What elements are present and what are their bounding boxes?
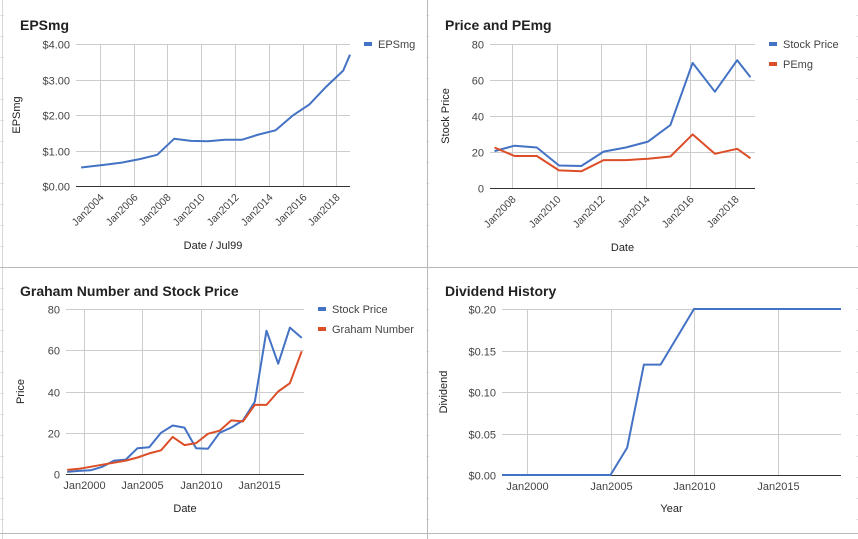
x-tick-label: Jan2005 bbox=[121, 480, 163, 492]
y-tick-label: $3.00 bbox=[42, 76, 70, 88]
y-axis-title: Stock Price bbox=[440, 88, 452, 144]
x-tick-label: Jan2000 bbox=[63, 480, 105, 492]
legend-swatch bbox=[364, 42, 372, 46]
dividend-chart-canvas: $0.00 $0.05 $0.10 $0.15 $0.20 Jan2000 Jan2005 J… bbox=[438, 305, 841, 515]
dividend-chart-title: Dividend History bbox=[445, 283, 557, 299]
eps-chart-title: EPSmg bbox=[20, 17, 70, 33]
y-tick-label: $2.00 bbox=[42, 111, 70, 123]
x-tick-label: Jan2010 bbox=[180, 480, 222, 492]
legend-swatch bbox=[769, 62, 777, 66]
series-line-stock-price bbox=[67, 326, 303, 473]
y-axis-title: Dividend bbox=[438, 371, 450, 414]
x-tick-label: Jan2016 bbox=[273, 192, 310, 229]
legend-swatch bbox=[769, 42, 777, 46]
graham-chart-panel[interactable]: Graham Number and Stock Price 0 20 40 60 80 J… bbox=[4, 269, 426, 532]
x-tick-label: Jan2015 bbox=[238, 480, 280, 492]
x-tick-label: Jan2018 bbox=[306, 192, 343, 229]
x-tick-label: Jan2005 bbox=[590, 481, 632, 493]
y-tick-label: $0.10 bbox=[468, 388, 496, 400]
series-line-epsmg bbox=[80, 54, 351, 169]
y-tick-label: 40 bbox=[472, 112, 484, 124]
y-tick-label: $0.20 bbox=[468, 305, 496, 317]
x-axis-title: Date / Jul99 bbox=[184, 240, 243, 252]
x-tick-label: Jan2018 bbox=[705, 194, 742, 231]
y-tick-label: 60 bbox=[48, 346, 60, 358]
y-tick-label: 20 bbox=[472, 148, 484, 160]
legend-label: Graham Number bbox=[332, 324, 414, 336]
y-axis-title: EPSmg bbox=[11, 96, 23, 133]
y-tick-label: $1.00 bbox=[42, 147, 70, 159]
y-tick-label: $0.05 bbox=[468, 430, 496, 442]
legend-label: PEmg bbox=[783, 59, 813, 71]
graham-chart-canvas: 0 20 40 60 80 Jan2000 Jan2005 Jan2010 Jan2015 Pri… bbox=[15, 304, 414, 515]
legend-swatch bbox=[318, 327, 326, 331]
y-tick-label: $0.00 bbox=[468, 471, 496, 483]
y-tick-label: 80 bbox=[48, 305, 60, 317]
eps-chart-canvas: $0.00$1.00$2.00$3.00$4.00Jan2004Jan2006J… bbox=[11, 39, 415, 252]
series-line-dividend bbox=[502, 308, 841, 476]
y-tick-label: 80 bbox=[472, 40, 484, 52]
x-tick-label: Jan2016 bbox=[660, 194, 697, 231]
price-pe-chart-panel[interactable]: Price and PEmg 0 20 40 60 80 Jan2008 Jan2010 Ja… bbox=[429, 3, 856, 266]
price-pe-chart-title: Price and PEmg bbox=[445, 17, 552, 33]
x-axis-title: Date bbox=[173, 503, 196, 515]
series-line-graham-number bbox=[67, 350, 303, 471]
series-line-pemg bbox=[494, 133, 752, 173]
x-tick-label: Jan2004 bbox=[70, 192, 107, 229]
y-tick-label: 60 bbox=[472, 76, 484, 88]
x-tick-label: Jan2014 bbox=[616, 194, 653, 231]
legend-label: Stock Price bbox=[783, 39, 839, 51]
dividend-chart-panel[interactable]: Dividend History $0.00 $0.05 $0.10 $0.15 $0.… bbox=[429, 269, 856, 532]
y-tick-label: $4.00 bbox=[42, 40, 70, 52]
series-line-stock-price bbox=[494, 59, 752, 167]
legend-label: Stock Price bbox=[332, 304, 388, 316]
x-tick-label: Jan2010 bbox=[527, 194, 564, 231]
x-tick-label: Jan2000 bbox=[506, 481, 548, 493]
y-axis-title: Price bbox=[15, 379, 27, 404]
x-tick-label: Jan2012 bbox=[205, 192, 242, 229]
y-tick-label: $0.15 bbox=[468, 347, 496, 359]
x-tick-label: Jan2014 bbox=[239, 192, 276, 229]
x-tick-label: Jan2008 bbox=[482, 194, 519, 231]
x-axis-title: Date bbox=[611, 242, 634, 254]
x-tick-label: Jan2015 bbox=[757, 481, 799, 493]
y-tick-label: 0 bbox=[478, 184, 484, 196]
legend-swatch bbox=[318, 307, 326, 311]
y-tick-label: $0.00 bbox=[42, 182, 70, 194]
x-tick-label: Jan2010 bbox=[171, 192, 208, 229]
legend-label: EPSmg bbox=[378, 39, 415, 51]
y-tick-label: 40 bbox=[48, 388, 60, 400]
y-tick-label: 0 bbox=[54, 470, 60, 482]
eps-chart-panel[interactable]: EPSmg $0.00 $1.00 $2.00 $3.00 $4.00 Jan2004 Ja… bbox=[4, 3, 426, 266]
x-axis-title: Year bbox=[660, 503, 683, 515]
graham-chart-title: Graham Number and Stock Price bbox=[20, 283, 239, 299]
x-tick-label: Jan2012 bbox=[571, 194, 608, 231]
x-tick-label: Jan2008 bbox=[137, 192, 174, 229]
x-tick-label: Jan2010 bbox=[673, 481, 715, 493]
x-tick-label: Jan2006 bbox=[104, 192, 141, 229]
y-tick-label: 20 bbox=[48, 429, 60, 441]
